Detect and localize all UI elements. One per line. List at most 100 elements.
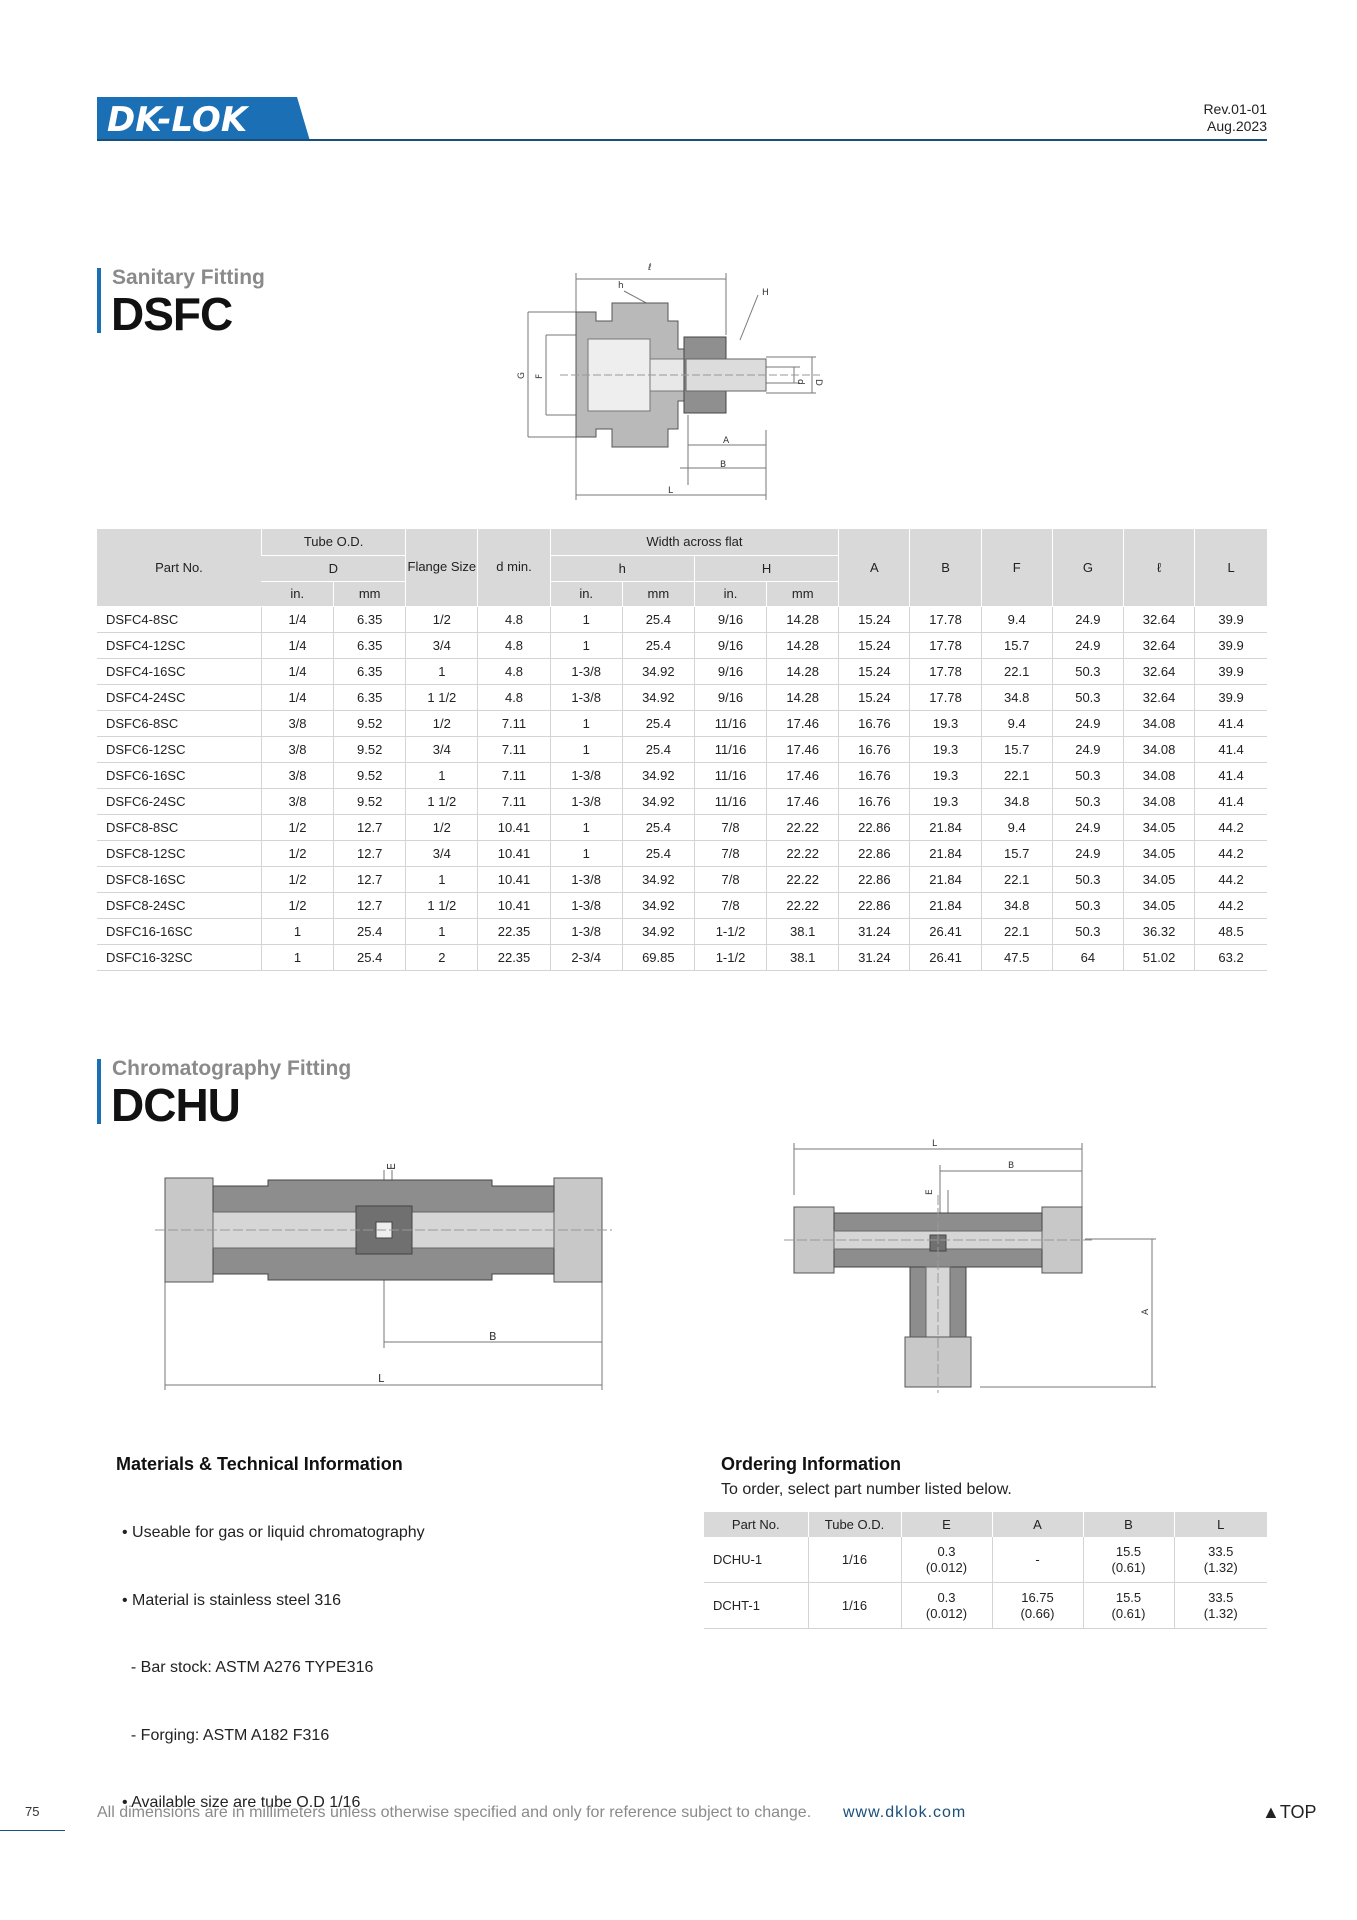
table-cell: 36.32: [1122, 918, 1195, 945]
svg-text:H: H: [762, 288, 769, 298]
table-cell: 3/4: [405, 840, 478, 867]
dsfc-spec-table: Part No. Tube O.D. Flange Size d min. Wi…: [97, 529, 1267, 971]
back-to-top-link[interactable]: ▲TOP: [1262, 1802, 1317, 1822]
table-cell: 9/16: [693, 606, 767, 633]
part-number-cell: DSFC4-12SC: [97, 632, 262, 659]
svg-text:L: L: [932, 1139, 937, 1149]
table-cell: 16.76: [838, 762, 910, 789]
table-cell: 9.52: [333, 710, 406, 737]
table-cell: 22.86: [838, 840, 910, 867]
table-cell: 1/2: [405, 814, 478, 841]
table-row: DSFC8-24SC 1/2 12.7 1 1/2 10.41 1-3/8 34.92 7/8…: [97, 892, 1267, 919]
col-H-mm: mm: [766, 581, 839, 607]
col-D-mm: mm: [333, 581, 406, 607]
ord-E-in: (0.012): [925, 1559, 968, 1575]
table-cell: 4.8: [477, 632, 551, 659]
table-cell: 22.86: [838, 814, 910, 841]
table-cell: 15.24: [838, 606, 910, 633]
ordering-subtitle: To order, select part number listed belo…: [721, 1481, 1012, 1498]
table-cell: 3/4: [405, 736, 478, 763]
table-cell: 50.3: [1051, 684, 1124, 711]
table-cell: 17.46: [766, 762, 839, 789]
materials-item: • Useable for gas or liquid chromatograp…: [122, 1524, 425, 1541]
table-cell: 19.3: [909, 762, 982, 789]
table-cell: 7/8: [693, 866, 767, 893]
table-cell: 25.4: [621, 632, 695, 659]
table-cell: 34.8: [980, 892, 1053, 919]
table-cell: 19.3: [909, 788, 982, 815]
table-cell: 34.05: [1122, 892, 1195, 919]
ord-B: 15.5 (0.61): [1082, 1537, 1174, 1583]
svg-text:A: A: [1141, 1308, 1151, 1315]
table-cell: 34.92: [621, 892, 695, 919]
table-cell: 3/8: [260, 710, 334, 737]
ord-col-B: B: [1082, 1512, 1174, 1537]
dsfc-subtitle: Sanitary Fitting: [112, 266, 265, 289]
table-cell: 47.5: [980, 944, 1053, 971]
table-cell: 11/16: [693, 788, 767, 815]
ord-B-mm: 15.5: [1115, 1589, 1142, 1605]
table-cell: 25.4: [333, 918, 406, 945]
table-cell: 24.9: [1051, 606, 1124, 633]
table-cell: 22.86: [838, 892, 910, 919]
table-row: DSFC4-8SC 1/4 6.35 1/2 4.8 1 25.4 9/16 14.28 15.2…: [97, 606, 1267, 633]
table-cell: 22.22: [766, 840, 839, 867]
table-cell: 15.24: [838, 632, 910, 659]
table-cell: 10.41: [477, 866, 551, 893]
table-cell: 34.92: [621, 866, 695, 893]
table-cell: 34.92: [621, 918, 695, 945]
table-cell: 9.4: [980, 814, 1053, 841]
table-cell: 50.3: [1051, 762, 1124, 789]
table-cell: 10.41: [477, 892, 551, 919]
col-B: B: [909, 529, 982, 607]
table-cell: 1-3/8: [549, 918, 623, 945]
table-cell: 34.08: [1122, 788, 1195, 815]
table-cell: 31.24: [838, 944, 910, 971]
col-tube-od: Tube O.D.: [260, 529, 406, 556]
ord-col-E: E: [900, 1512, 992, 1537]
table-cell: 1/4: [260, 606, 334, 633]
table-cell: 50.3: [1051, 788, 1124, 815]
section-bar-dsfc: [97, 268, 101, 333]
table-cell: 44.2: [1194, 840, 1267, 867]
part-number-cell: DSFC6-16SC: [97, 762, 262, 789]
table-cell: 14.28: [766, 658, 839, 685]
table-cell: 25.4: [333, 944, 406, 971]
table-cell: 34.8: [980, 684, 1053, 711]
table-cell: 44.2: [1194, 892, 1267, 919]
table-cell: 21.84: [909, 892, 982, 919]
svg-text:L: L: [378, 1372, 385, 1385]
table-row: DSFC8-8SC 1/2 12.7 1/2 10.41 1 25.4 7/8 22.22 22.…: [97, 814, 1267, 841]
table-cell: 3/8: [260, 788, 334, 815]
table-cell: 6.35: [333, 658, 406, 685]
svg-text:A: A: [723, 436, 730, 446]
table-cell: 7.11: [477, 788, 551, 815]
col-flange-size: Flange Size: [405, 529, 478, 607]
table-cell: 4.8: [477, 658, 551, 685]
table-cell: 34.05: [1122, 814, 1195, 841]
table-cell: 32.64: [1122, 684, 1195, 711]
table-cell: 63.2: [1194, 944, 1267, 971]
table-cell: 1-1/2: [693, 918, 767, 945]
website-link[interactable]: www.dklok.com: [843, 1804, 967, 1821]
table-cell: 38.1: [766, 918, 839, 945]
page-number-rule: [0, 1830, 65, 1831]
table-cell: 26.41: [909, 918, 982, 945]
part-number-cell: DSFC8-12SC: [97, 840, 262, 867]
table-row: DSFC16-16SC 1 25.4 1 22.35 1-3/8 34.92 1-1/2 38.…: [97, 918, 1267, 945]
table-cell: 34.08: [1122, 736, 1195, 763]
table-cell: 9.4: [980, 710, 1053, 737]
table-cell: 34.8: [980, 788, 1053, 815]
dchu-title: DCHU: [111, 1079, 241, 1131]
ord-B-in: (0.61): [1111, 1559, 1146, 1575]
table-cell: 6.35: [333, 606, 406, 633]
ordering-title: Ordering Information: [721, 1454, 901, 1474]
materials-item: - Bar stock: ASTM A276 TYPE316: [122, 1659, 374, 1676]
table-cell: 34.05: [1122, 866, 1195, 893]
svg-text:G: G: [517, 372, 527, 379]
ord-tube-od: 1/16: [807, 1537, 901, 1583]
table-cell: 1: [405, 918, 478, 945]
table-cell: 16.76: [838, 788, 910, 815]
table-cell: 4.8: [477, 606, 551, 633]
table-cell: 41.4: [1194, 736, 1267, 763]
